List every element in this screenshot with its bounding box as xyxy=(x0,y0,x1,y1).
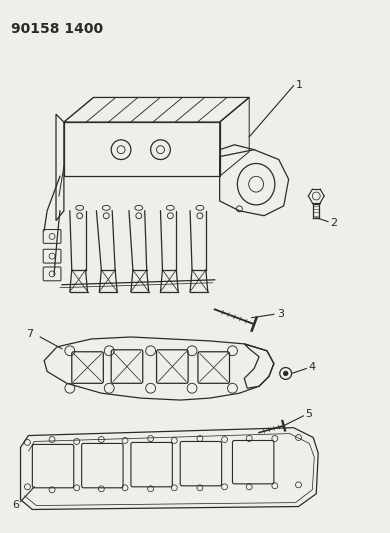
Text: 90158 1400: 90158 1400 xyxy=(11,21,103,36)
Circle shape xyxy=(284,372,288,375)
Text: 4: 4 xyxy=(308,361,316,372)
Text: 5: 5 xyxy=(305,409,312,419)
Text: 3: 3 xyxy=(277,309,284,319)
Text: 6: 6 xyxy=(12,499,20,510)
Text: 1: 1 xyxy=(296,79,303,90)
Text: 2: 2 xyxy=(330,217,337,228)
Text: 7: 7 xyxy=(27,329,34,339)
